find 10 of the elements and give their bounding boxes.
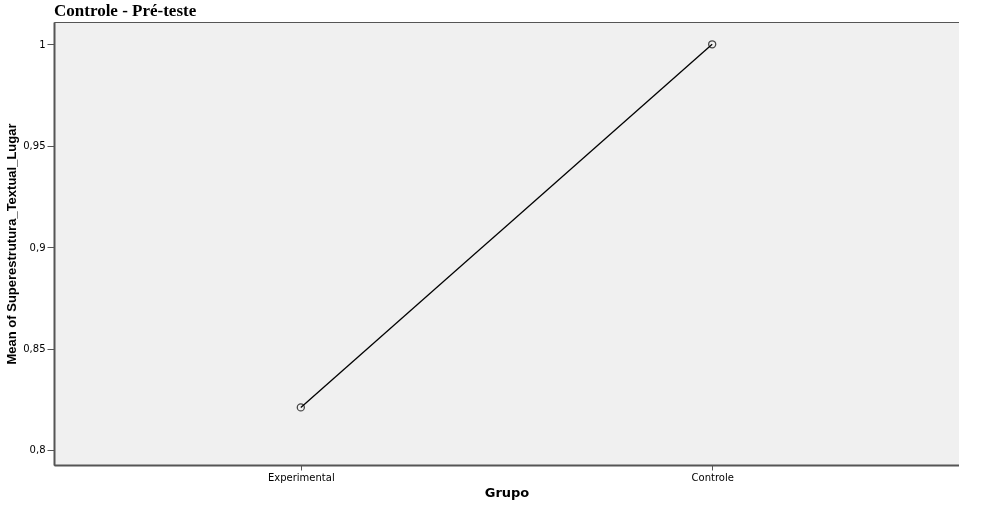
y-axis-title: Mean of Superestrutura_Textual_Lugar xyxy=(4,123,20,365)
x-tick-label: Experimental xyxy=(267,471,335,483)
y-tick-label: 1 xyxy=(39,38,46,50)
chart-title: Controle - Pré-teste xyxy=(54,1,197,20)
y-tick-label: 0,9 xyxy=(29,241,46,253)
y-tick-label: 0,8 xyxy=(29,444,46,456)
x-axis-title: Grupo xyxy=(484,484,530,500)
y-tick-label: 0,95 xyxy=(23,140,46,152)
x-tick-label: Controle xyxy=(691,471,734,483)
y-tick-label: 0,85 xyxy=(23,343,46,355)
